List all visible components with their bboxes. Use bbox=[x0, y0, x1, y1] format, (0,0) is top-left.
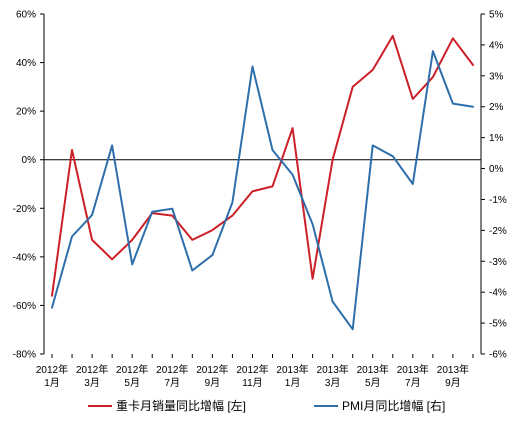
x-tick-label-year: 2013年 bbox=[397, 363, 429, 376]
series-layer bbox=[51, 34, 474, 331]
x-axis: 2012年1月2012年3月2012年5月2012年7月2012年9月2012年… bbox=[36, 354, 474, 389]
plot-frame bbox=[43, 14, 482, 354]
x-tick-label-year: 2013年 bbox=[437, 363, 469, 376]
x-tick-label-year: 2012年 bbox=[196, 363, 228, 376]
left-y-tick-label: 20% bbox=[16, 107, 36, 118]
x-tick-label-month: 5月 bbox=[365, 377, 381, 389]
x-tick-label-year: 2012年 bbox=[236, 363, 268, 376]
x-tick-label-month: 7月 bbox=[405, 377, 421, 389]
legend-label-pmi: PMI月同比增幅 [右] bbox=[342, 398, 445, 413]
x-tick-label-year: 2013年 bbox=[357, 363, 389, 376]
x-tick-label-month: 11月 bbox=[242, 377, 262, 389]
right-y-tick-label: -1% bbox=[489, 195, 507, 206]
right-y-tick-label: -3% bbox=[489, 257, 507, 268]
series-line-pmi bbox=[51, 50, 474, 331]
right-y-tick-label: -5% bbox=[489, 319, 507, 330]
right-y-tick-label: -4% bbox=[489, 288, 507, 299]
x-tick-label-year: 2012年 bbox=[76, 363, 108, 376]
x-tick-label-year: 2013年 bbox=[317, 363, 349, 376]
legend: 重卡月销量同比增幅 [左] PMI月同比增幅 [右] bbox=[88, 398, 445, 413]
x-tick-label-year: 2012年 bbox=[116, 363, 148, 376]
x-tick-label-month: 3月 bbox=[325, 377, 341, 389]
right-y-tick-label: -6% bbox=[489, 350, 507, 361]
x-tick-label-month: 7月 bbox=[164, 377, 180, 389]
left-y-tick-label: 60% bbox=[16, 10, 36, 21]
x-tick-label-month: 1月 bbox=[44, 377, 60, 389]
left-y-tick-label: 40% bbox=[16, 58, 36, 69]
left-y-tick-label: -20% bbox=[13, 204, 36, 215]
right-y-tick-label: -2% bbox=[489, 226, 507, 237]
right-y-tick-label: 1% bbox=[489, 133, 504, 144]
right-y-axis: 5% 4% 3% 2% 1% 0% -1% -2% -3% -4% -5% -6% bbox=[481, 10, 507, 361]
right-y-tick-label: 5% bbox=[489, 10, 504, 21]
series-line-heavy-truck-sales bbox=[51, 34, 474, 297]
left-y-tick-label: -80% bbox=[13, 350, 36, 361]
x-tick-label-month: 3月 bbox=[84, 377, 100, 389]
left-y-tick-label: -40% bbox=[13, 252, 36, 263]
right-y-tick-label: 2% bbox=[489, 102, 504, 113]
right-y-tick-label: 0% bbox=[489, 164, 504, 175]
left-y-tick-label: 0% bbox=[22, 155, 37, 166]
x-tick-label-month: 9月 bbox=[445, 377, 461, 389]
x-tick-label-year: 2012年 bbox=[36, 363, 68, 376]
left-y-axis: 60% 40% 20% 0% -20% -40% -60% -80% bbox=[13, 10, 44, 361]
x-tick-label-year: 2012年 bbox=[156, 363, 188, 376]
x-tick-label-month: 5月 bbox=[124, 377, 140, 389]
x-tick-label-month: 9月 bbox=[205, 377, 221, 389]
x-tick-label-month: 1月 bbox=[285, 377, 301, 389]
x-tick-label-year: 2013年 bbox=[276, 363, 308, 376]
right-y-tick-label: 4% bbox=[489, 40, 504, 51]
legend-label-heavy-truck-sales: 重卡月销量同比增幅 [左] bbox=[116, 398, 246, 413]
left-y-tick-label: -60% bbox=[13, 301, 36, 312]
right-y-tick-label: 3% bbox=[489, 71, 504, 82]
